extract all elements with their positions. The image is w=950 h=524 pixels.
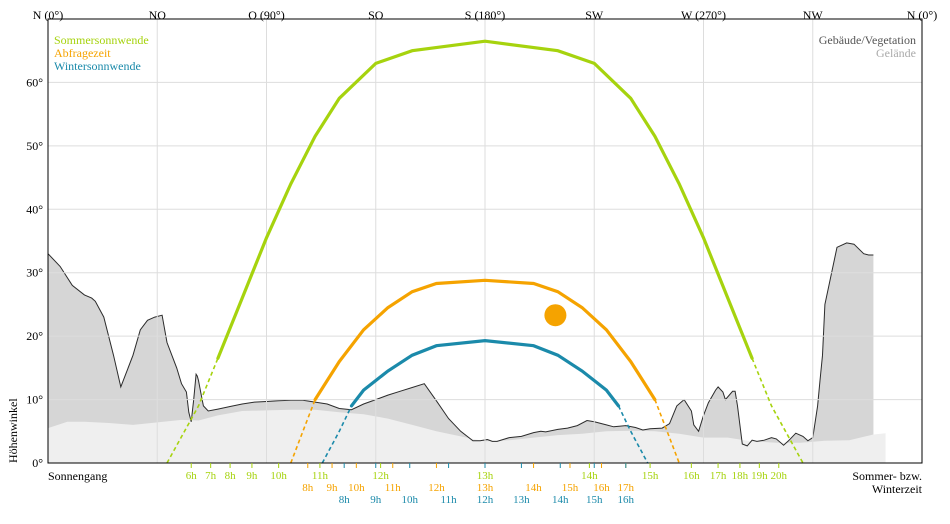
hour-label: 14h bbox=[581, 470, 598, 482]
curve-dashed-start bbox=[321, 405, 353, 464]
x-tick-label: SO bbox=[368, 8, 384, 22]
hour-label: 17h bbox=[618, 482, 635, 494]
hour-label: 9h bbox=[246, 470, 258, 482]
hour-label: 14h bbox=[525, 482, 542, 494]
curve-dashed-end bbox=[617, 405, 649, 464]
y-tick-label: 10° bbox=[26, 393, 43, 407]
hour-label: 7h bbox=[205, 470, 217, 482]
footer-sunrise-label: Sonnengang bbox=[48, 469, 107, 483]
hour-label: 16h bbox=[593, 482, 610, 494]
buildings-outline bbox=[47, 242, 874, 447]
hour-label: 10h bbox=[348, 482, 365, 494]
hour-label: 9h bbox=[370, 494, 382, 506]
hour-label: 8h bbox=[302, 482, 314, 494]
hour-label: 15h bbox=[562, 482, 579, 494]
hour-label: 8h bbox=[339, 494, 351, 506]
x-tick-label: S (180°) bbox=[465, 8, 505, 22]
hour-label: 15h bbox=[642, 470, 659, 482]
y-tick-label: 20° bbox=[26, 329, 43, 343]
legend-left: Sommersonnwende Abfragezeit Wintersonnwe… bbox=[54, 33, 149, 73]
hour-label: 19h bbox=[751, 470, 768, 482]
hour-label: 11h bbox=[441, 494, 458, 506]
curve-abfragezeit bbox=[313, 278, 657, 402]
hour-label: 10h bbox=[401, 494, 418, 506]
hour-label: 18h bbox=[732, 470, 749, 482]
curve-dashed-start bbox=[290, 399, 316, 464]
hour-label: 11h bbox=[385, 482, 402, 494]
curve-dashed-start bbox=[166, 357, 219, 464]
x-tick-label: NW bbox=[803, 8, 824, 22]
footer-dst-label-1: Sommer- bzw. bbox=[852, 469, 922, 483]
legend-terrain: Gelände bbox=[876, 46, 916, 60]
hour-label: 14h bbox=[552, 494, 569, 506]
hour-label: 16h bbox=[618, 494, 635, 506]
grid-lines bbox=[48, 19, 922, 463]
x-tick-label: SW bbox=[585, 8, 604, 22]
y-tick-label: 60° bbox=[26, 75, 43, 89]
y-tick-label: 30° bbox=[26, 266, 43, 280]
terrain-area bbox=[48, 409, 886, 463]
hour-label: 20h bbox=[771, 470, 788, 482]
axis-labels: N (0°) NO O (90°) SO S (180°) SW W (270°) NW N (… bbox=[26, 8, 937, 470]
hour-label: 17h bbox=[710, 470, 727, 482]
sun-position-marker bbox=[544, 304, 567, 327]
hour-labels: 6h 7h 8h 9h 10h 11h 12h 13h 14h 15h 16h 17h 18h 19h 20… bbox=[186, 463, 788, 506]
hour-label: 15h bbox=[586, 494, 603, 506]
footer-dst-label-2: Winterzeit bbox=[872, 482, 923, 496]
y-tick-label: 40° bbox=[26, 202, 43, 216]
x-tick-label: W (270°) bbox=[681, 8, 726, 22]
hour-label: 10h bbox=[270, 470, 287, 482]
buildings-area bbox=[48, 242, 874, 463]
hour-label: 13h bbox=[477, 482, 494, 494]
hour-label: 13h bbox=[513, 494, 530, 506]
hour-label: 8h bbox=[225, 470, 237, 482]
legend-query: Abfragezeit bbox=[54, 46, 111, 60]
hour-label: 11h bbox=[312, 470, 329, 482]
x-tick-label: N (0°) bbox=[907, 8, 937, 22]
hour-label: 13h bbox=[477, 470, 494, 482]
legend-right: Gebäude/Vegetation Gelände bbox=[819, 33, 916, 60]
hour-label: 12h bbox=[428, 482, 445, 494]
legend-winter: Wintersonnwende bbox=[54, 59, 141, 73]
y-tick-label: 0° bbox=[32, 456, 43, 470]
hour-label: 12h bbox=[477, 494, 494, 506]
sun-curves bbox=[166, 39, 804, 464]
curve-wintersonnwende bbox=[349, 338, 621, 408]
legend-summer: Sommersonnwende bbox=[54, 33, 149, 47]
curve-dashed-end bbox=[654, 399, 680, 464]
legend-buildings: Gebäude/Vegetation bbox=[819, 33, 916, 47]
hour-label: 9h bbox=[327, 482, 339, 494]
x-tick-label: NO bbox=[149, 8, 167, 22]
x-tick-label: O (90°) bbox=[248, 8, 284, 22]
y-tick-label: 50° bbox=[26, 139, 43, 153]
hour-label: 12h bbox=[372, 470, 389, 482]
y-axis-title: Höhenwinkel bbox=[6, 398, 20, 463]
hour-label: 16h bbox=[683, 470, 700, 482]
curve-sommersonnwende bbox=[216, 39, 754, 360]
hour-label: 6h bbox=[186, 470, 198, 482]
curve-dashed-end bbox=[751, 357, 804, 464]
x-tick-label: N (0°) bbox=[33, 8, 63, 22]
horizon-layer bbox=[47, 242, 886, 463]
